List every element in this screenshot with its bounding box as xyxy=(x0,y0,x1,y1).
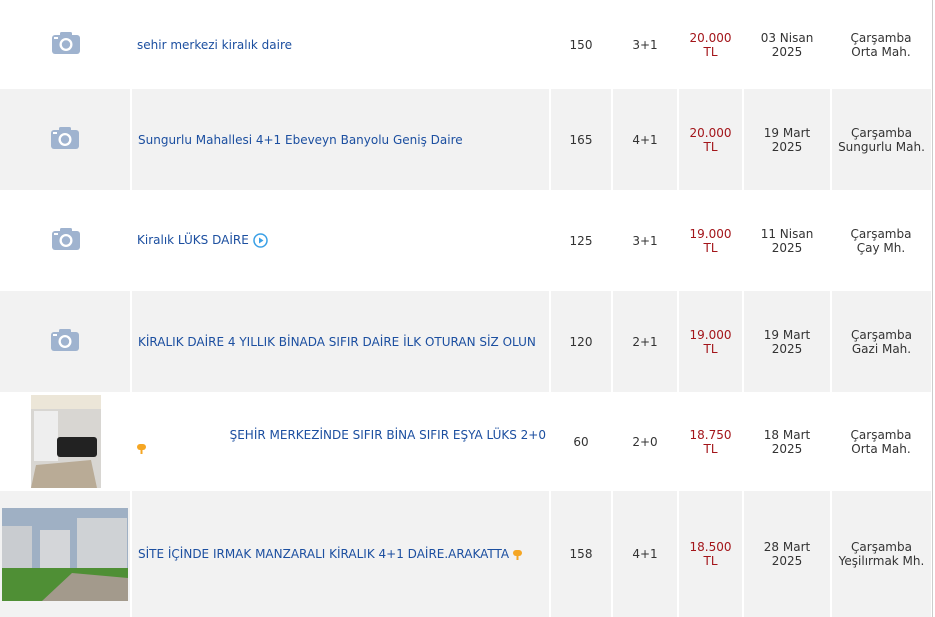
location: Çarşamba Sungurlu Mah. xyxy=(830,89,931,190)
listing-title-cell: KİRALIK DAİRE 4 YILLIK BİNADA SIFIR DAİR… xyxy=(130,291,550,392)
map-pin-icon xyxy=(512,549,522,560)
listing-date: 18 Mart 2025 xyxy=(743,392,831,491)
location: Çarşamba Orta Mah. xyxy=(831,392,931,491)
room-count: 2+1 xyxy=(611,291,678,392)
map-pin-icon xyxy=(137,444,146,454)
listing-title-cell: sehir merkezi kiralık daire xyxy=(131,0,550,89)
price: 20.000 TL xyxy=(689,30,732,59)
date-year: 2025 xyxy=(771,341,803,356)
price: 20.000 TL xyxy=(677,89,743,190)
location-district: Çarşamba xyxy=(850,226,912,241)
area-m2: 158 xyxy=(549,491,612,617)
date-year: 2025 xyxy=(771,240,803,255)
price: 19.000 TL xyxy=(677,291,743,392)
listing-date: 19 Mart 2025 xyxy=(742,89,831,190)
listing-row[interactable]: ŞEHİR MERKEZİNDE SIFIR BİNA SIFIR EŞYA L… xyxy=(0,392,931,491)
location-neighborhood: Sungurlu Mah. xyxy=(838,139,925,154)
date-day-month: 19 Mart xyxy=(763,327,811,342)
listing-photo-room[interactable] xyxy=(30,395,101,488)
listing-title-link[interactable]: ŞEHİR MERKEZİNDE SIFIR BİNA SIFIR EŞYA L… xyxy=(229,427,546,442)
date-day-month: 11 Nisan xyxy=(760,226,814,241)
area-m2: 150 xyxy=(569,37,593,52)
room-count: 3+1 xyxy=(632,233,658,248)
thumbnail-cell[interactable] xyxy=(0,491,131,617)
area-m2: 125 xyxy=(569,233,593,248)
listing-row[interactable]: Sungurlu Mahallesi 4+1 Ebeveyn Banyolu G… xyxy=(0,89,931,190)
listing-title-cell: ŞEHİR MERKEZİNDE SIFIR BİNA SIFIR EŞYA L… xyxy=(131,392,550,491)
listing-date: 11 Nisan 2025 xyxy=(743,190,831,291)
location: Çarşamba Yeşilırmak Mh. xyxy=(830,491,931,617)
date-day-month: 03 Nisan xyxy=(760,30,814,45)
date-year: 2025 xyxy=(771,139,803,154)
camera-icon xyxy=(51,127,79,149)
listing-title-cell: Kiralık LÜKS DAİRE xyxy=(131,190,550,291)
listing-row[interactable]: Kiralık LÜKS DAİRE 125 3+1 19.000 TL 11 … xyxy=(0,190,931,291)
camera-icon xyxy=(51,32,80,54)
listing-row[interactable]: sehir merkezi kiralık daire 150 3+1 20.0… xyxy=(0,0,931,89)
location-neighborhood: Gazi Mah. xyxy=(851,341,912,356)
room-count: 3+1 xyxy=(632,37,658,52)
thumbnail-cell[interactable] xyxy=(0,291,131,392)
location: Çarşamba Çay Mh. xyxy=(831,190,931,291)
location-district: Çarşamba xyxy=(850,427,912,442)
location-neighborhood: Orta Mah. xyxy=(851,44,911,59)
listing-title-link[interactable]: sehir merkezi kiralık daire xyxy=(137,37,293,52)
listing-photo-building[interactable] xyxy=(2,507,128,601)
date-day-month: 19 Mart xyxy=(763,125,811,140)
location-district: Çarşamba xyxy=(851,540,912,554)
location-neighborhood: Yeşilırmak Mh. xyxy=(838,554,925,568)
area-m2: 165 xyxy=(549,89,612,190)
room-count: 2+0 xyxy=(632,434,658,449)
thumbnail-cell[interactable] xyxy=(0,190,131,291)
scrollbar-edge xyxy=(932,0,933,617)
location-neighborhood: Orta Mah. xyxy=(851,441,911,456)
listing-title-link[interactable]: Kiralık LÜKS DAİRE xyxy=(137,233,249,247)
thumbnail-cell[interactable] xyxy=(0,0,131,89)
location: Çarşamba Gazi Mah. xyxy=(830,291,931,392)
listing-title-link[interactable]: KİRALIK DAİRE 4 YILLIK BİNADA SIFIR DAİR… xyxy=(138,334,536,349)
location: Çarşamba Orta Mah. xyxy=(831,0,931,89)
listing-row[interactable]: SİTE İÇİNDE IRMAK MANZARALI KİRALIK 4+1 … xyxy=(0,491,931,617)
listing-title-link[interactable]: Sungurlu Mahallesi 4+1 Ebeveyn Banyolu G… xyxy=(138,132,463,147)
room-count: 4+1 xyxy=(611,491,678,617)
room-count: 4+1 xyxy=(611,89,678,190)
price: 18.500 TL xyxy=(677,491,743,617)
listing-date: 19 Mart 2025 xyxy=(742,291,831,392)
listing-row[interactable]: KİRALIK DAİRE 4 YILLIK BİNADA SIFIR DAİR… xyxy=(0,291,931,392)
location-district: Çarşamba xyxy=(851,327,912,342)
listing-title-cell: SİTE İÇİNDE IRMAK MANZARALI KİRALIK 4+1 … xyxy=(130,491,550,617)
date-day-month: 28 Mart xyxy=(763,540,811,554)
location-district: Çarşamba xyxy=(851,125,912,140)
date-day-month: 18 Mart xyxy=(763,427,811,442)
listing-date: 28 Mart 2025 xyxy=(742,491,831,617)
camera-icon xyxy=(51,228,80,250)
listing-date: 03 Nisan 2025 xyxy=(743,0,831,89)
listing-title-link[interactable]: SİTE İÇİNDE IRMAK MANZARALI KİRALIK 4+1 … xyxy=(138,547,510,561)
area-m2: 120 xyxy=(549,291,612,392)
listing-title-cell: Sungurlu Mahallesi 4+1 Ebeveyn Banyolu G… xyxy=(130,89,550,190)
area-m2: 60 xyxy=(573,434,589,449)
price: 18.750 TL xyxy=(689,427,732,456)
price: 19.000 TL xyxy=(689,226,732,255)
camera-icon xyxy=(51,329,79,351)
date-year: 2025 xyxy=(771,441,803,456)
location-district: Çarşamba xyxy=(850,30,912,45)
location-neighborhood: Çay Mh. xyxy=(856,240,906,255)
date-year: 2025 xyxy=(771,554,803,568)
date-year: 2025 xyxy=(771,44,803,59)
video-icon[interactable] xyxy=(253,233,268,248)
thumbnail-cell[interactable] xyxy=(0,392,131,491)
thumbnail-cell[interactable] xyxy=(0,89,131,190)
